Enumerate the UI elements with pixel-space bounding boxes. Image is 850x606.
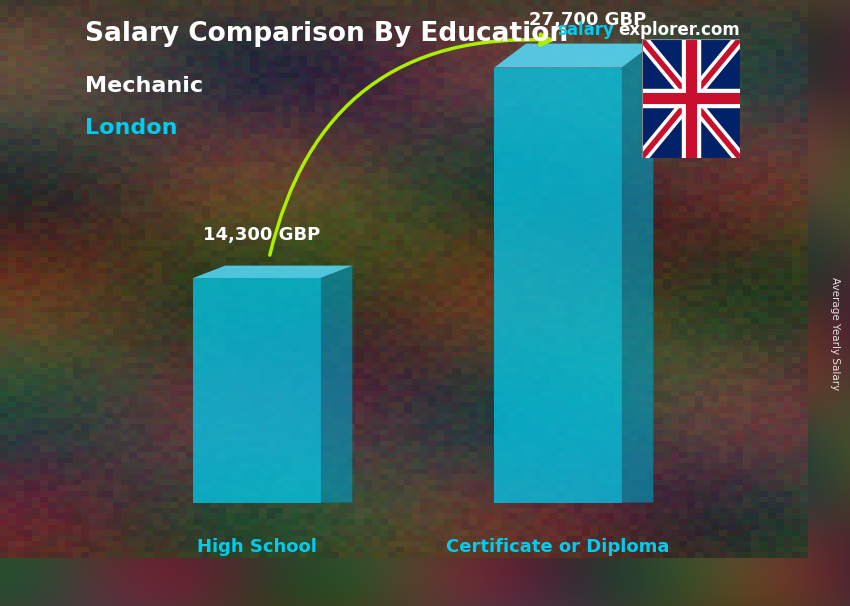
Polygon shape xyxy=(193,278,320,502)
Polygon shape xyxy=(495,44,654,67)
Polygon shape xyxy=(621,44,654,502)
Text: London: London xyxy=(85,118,178,138)
Text: 27,700 GBP: 27,700 GBP xyxy=(529,12,646,30)
Text: Salary Comparison By Education: Salary Comparison By Education xyxy=(85,21,568,47)
Polygon shape xyxy=(193,265,353,278)
Text: 14,300 GBP: 14,300 GBP xyxy=(203,225,320,244)
Polygon shape xyxy=(495,67,621,502)
FancyArrowPatch shape xyxy=(269,34,552,255)
Text: salary: salary xyxy=(557,21,614,39)
Polygon shape xyxy=(642,39,740,158)
Polygon shape xyxy=(320,265,353,502)
Text: explorer.com: explorer.com xyxy=(618,21,740,39)
Text: Certificate or Diploma: Certificate or Diploma xyxy=(446,538,670,556)
Text: Average Yearly Salary: Average Yearly Salary xyxy=(830,277,840,390)
Text: Mechanic: Mechanic xyxy=(85,76,203,96)
Text: High School: High School xyxy=(197,538,317,556)
